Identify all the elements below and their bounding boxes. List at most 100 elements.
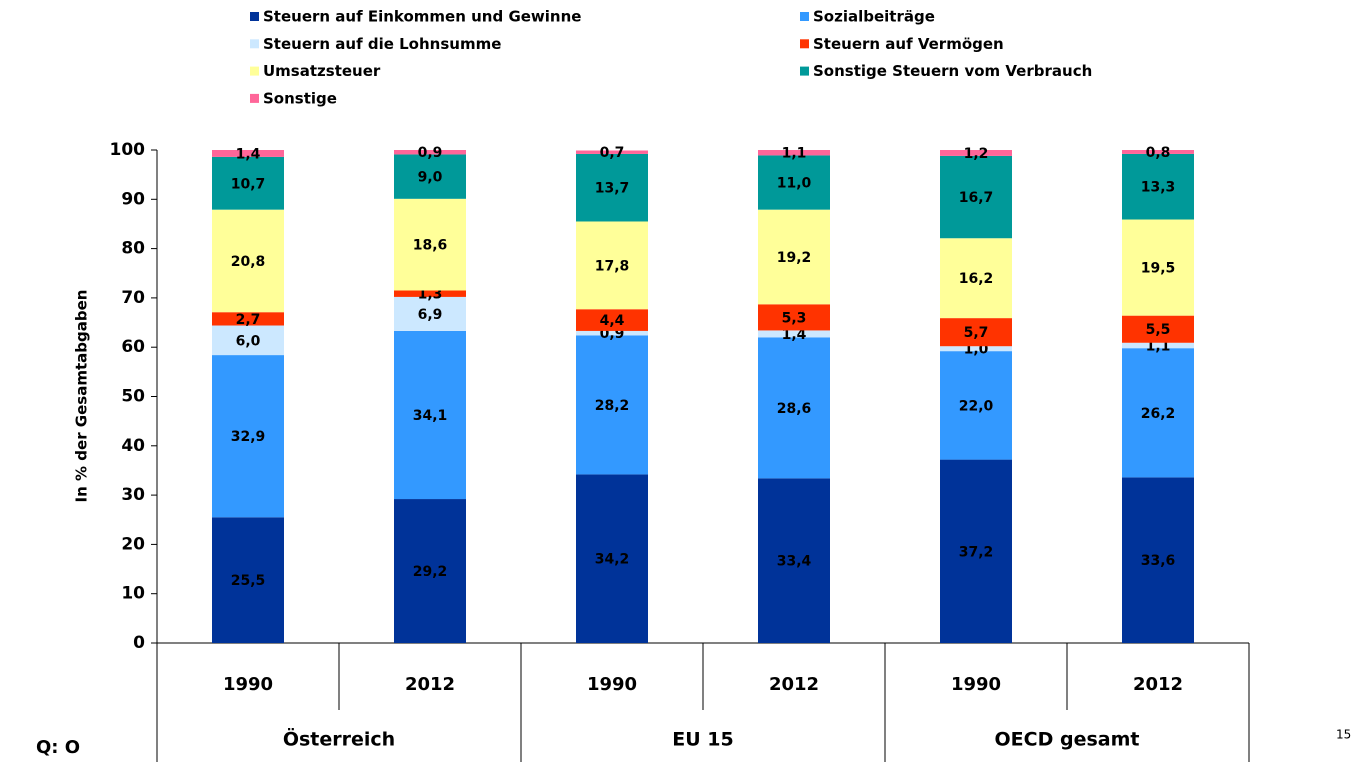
bar-segment — [394, 154, 466, 199]
value-label: 0,8 — [1146, 145, 1171, 161]
value-label: 1,1 — [782, 146, 807, 162]
value-label: 5,3 — [782, 310, 807, 326]
bar-segment — [758, 150, 830, 156]
y-tick-label: 80 — [121, 239, 145, 259]
value-label: 5,7 — [964, 325, 989, 341]
source: Q: O — [36, 737, 80, 758]
legend-swatch — [250, 66, 259, 76]
bar-segment — [940, 238, 1012, 319]
y-tick-label: 90 — [121, 189, 145, 209]
value-label: 25,5 — [231, 573, 266, 589]
bar-segment — [1122, 153, 1194, 220]
x-tick-label: 1990 — [951, 674, 1001, 695]
value-label: 11,0 — [777, 176, 812, 192]
legend-label: Sozialbeiträge — [813, 8, 935, 26]
y-tick-label: 70 — [121, 288, 145, 308]
legend-swatch — [800, 39, 809, 49]
value-label: 2,7 — [236, 312, 261, 328]
bar-segment — [1122, 348, 1194, 478]
y-tick-label: 60 — [121, 337, 145, 357]
bar-segment — [940, 346, 1012, 352]
bar-segment — [940, 318, 1012, 347]
bar-segment — [576, 150, 648, 154]
x-tick-label: 1990 — [223, 674, 273, 695]
value-label: 34,1 — [413, 408, 448, 424]
y-tick-label: 100 — [110, 140, 146, 160]
bar-segment — [758, 304, 830, 331]
bar-segment — [212, 355, 284, 518]
legend-label: Steuern auf Vermögen — [813, 35, 1004, 53]
bar-segment — [758, 330, 830, 338]
x-tick-label: 2012 — [1133, 674, 1183, 695]
x-tick-label: 1990 — [587, 674, 637, 695]
value-label: 6,0 — [236, 333, 261, 349]
y-axis-label: In % der Gesamtabgaben — [73, 290, 91, 503]
x-tick-label: 2012 — [769, 674, 819, 695]
group-label: OECD gesamt — [995, 729, 1140, 751]
y-tick-label: 40 — [121, 436, 145, 456]
value-label: 1,4 — [236, 146, 261, 162]
value-label: 22,0 — [959, 398, 994, 414]
bar-segment — [576, 335, 648, 475]
bar-segment — [576, 153, 648, 222]
legend-label: Sonstige Steuern vom Verbrauch — [813, 62, 1092, 80]
value-label: 13,7 — [595, 181, 630, 197]
value-label: 16,2 — [959, 271, 994, 287]
value-label: 6,9 — [418, 307, 443, 323]
value-label: 4,4 — [600, 313, 625, 329]
value-label: 34,2 — [595, 552, 630, 568]
bar-segment — [212, 325, 284, 356]
value-label: 28,2 — [595, 398, 630, 414]
y-tick-label: 30 — [121, 485, 145, 505]
bar-segment — [212, 209, 284, 313]
value-label: 1,4 — [782, 327, 807, 343]
bar-segment — [758, 155, 830, 210]
value-label: 32,9 — [231, 429, 266, 445]
bar-segment — [212, 517, 284, 643]
value-label: 5,5 — [1146, 322, 1171, 338]
legend-label: Umsatzsteuer — [263, 62, 381, 80]
bar-segment — [1122, 477, 1194, 643]
legend-swatch — [250, 39, 259, 49]
value-label: 9,0 — [418, 170, 443, 186]
bar-segment — [940, 459, 1012, 643]
group-label: EU 15 — [672, 729, 733, 751]
value-label: 17,8 — [595, 258, 630, 274]
bar-segment — [394, 296, 466, 331]
value-label: 13,3 — [1141, 180, 1176, 196]
value-label: 1,2 — [964, 146, 989, 162]
bar-segment — [576, 221, 648, 310]
bar-segment — [758, 478, 830, 643]
bar-segment — [758, 337, 830, 479]
group-label: Österreich — [283, 727, 395, 751]
legend-swatch — [800, 66, 809, 76]
value-label: 28,6 — [777, 401, 812, 417]
value-label: 33,6 — [1141, 553, 1176, 569]
value-label: 33,4 — [777, 554, 812, 570]
legend-label: Steuern auf die Lohnsumme — [263, 35, 501, 53]
value-label: 18,6 — [413, 238, 448, 254]
bar-segment — [576, 474, 648, 643]
bar-segment — [940, 155, 1012, 239]
bar-segment — [1122, 150, 1194, 154]
bar-segment — [576, 330, 648, 336]
value-label: 20,8 — [231, 254, 266, 270]
bar-segment — [212, 156, 284, 210]
bar-segment — [758, 209, 830, 305]
bar-segment — [212, 150, 284, 157]
value-label: 19,5 — [1141, 261, 1176, 277]
y-tick-label: 0 — [133, 633, 145, 653]
bar-segment — [394, 499, 466, 643]
bar-segment — [940, 351, 1012, 460]
bar-segment — [394, 330, 466, 500]
bar-segment — [1122, 219, 1194, 316]
bar-segment — [212, 312, 284, 326]
bar-segment — [394, 290, 466, 297]
bar-segment — [1122, 315, 1194, 343]
value-label: 37,2 — [959, 544, 994, 560]
legend-swatch — [250, 93, 259, 103]
legend-label: Steuern auf Einkommen und Gewinne — [263, 8, 581, 26]
bar-segment — [394, 150, 466, 155]
value-label: 29,2 — [413, 564, 448, 580]
